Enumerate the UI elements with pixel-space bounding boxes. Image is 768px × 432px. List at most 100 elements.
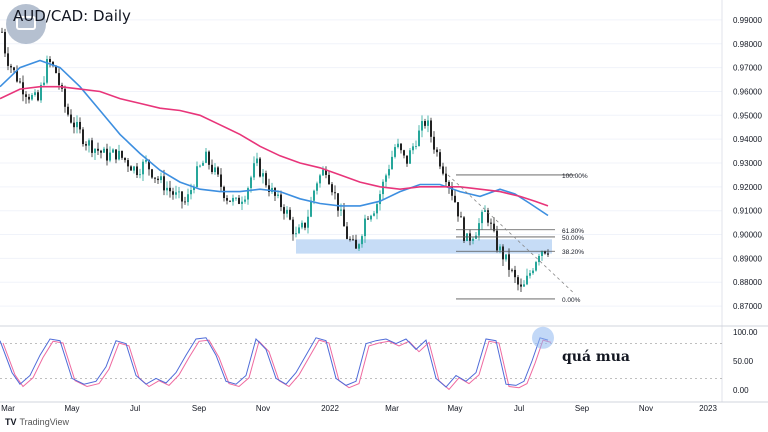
- candle-body: [136, 166, 138, 176]
- ma-fast-line: [0, 59, 549, 217]
- candle-body: [289, 209, 291, 220]
- candle-body: [145, 159, 147, 162]
- candle-body: [403, 150, 405, 156]
- fibonacci-layer: 100.00% 61.80%50.00% 38.20% 0.00%: [447, 173, 588, 304]
- candle-body: [52, 61, 54, 66]
- candle-body: [352, 239, 354, 241]
- time-tick-label: Mar: [1, 404, 15, 413]
- price-tick-label: 0.93000: [733, 159, 762, 168]
- candle-body: [127, 160, 129, 167]
- candle-body: [262, 173, 264, 177]
- price-tick-label: 0.92000: [733, 183, 762, 192]
- candle-body: [43, 82, 45, 85]
- candle-body: [19, 81, 21, 83]
- candle-body: [190, 190, 192, 195]
- overbought-annotation: quá mua: [562, 349, 630, 365]
- candle-body: [538, 255, 540, 263]
- candle-body: [94, 148, 96, 153]
- candle-body: [301, 222, 303, 228]
- oscillator-tick-label: 0.00: [733, 386, 749, 395]
- branding-label: TradingView: [19, 417, 70, 427]
- candle-body: [544, 251, 546, 254]
- oscillator-tick-label: 50.00: [733, 357, 754, 366]
- candle-body: [130, 166, 132, 171]
- candle-body: [244, 199, 246, 202]
- candle-body: [418, 130, 420, 147]
- support-zone: [296, 239, 552, 254]
- candle-body: [358, 244, 360, 249]
- candle-body: [79, 121, 81, 130]
- time-tick-label: Nov: [639, 404, 653, 413]
- candle-body: [457, 202, 459, 217]
- candle-body: [370, 215, 372, 220]
- moving-average-layer: [0, 59, 549, 217]
- candle-body: [316, 183, 318, 191]
- candle-body: [142, 161, 144, 175]
- candle-body: [379, 194, 381, 205]
- candle-body: [133, 166, 135, 171]
- time-tick-label: Jul: [130, 404, 140, 413]
- candle-body: [448, 182, 450, 188]
- candle-body: [40, 84, 42, 101]
- candle-body: [109, 152, 111, 161]
- candle-body: [391, 156, 393, 170]
- candle-body: [541, 251, 543, 256]
- candle-body: [361, 236, 363, 245]
- candle-body: [205, 151, 207, 163]
- candle-body: [529, 273, 531, 276]
- price-grid: [0, 19, 722, 307]
- candle-body: [295, 233, 297, 235]
- candle-body: [346, 226, 348, 239]
- branding: TV TradingView: [5, 417, 69, 427]
- candle-body: [34, 92, 36, 95]
- candle-body: [121, 150, 123, 158]
- candle-body: [118, 150, 120, 160]
- tradingview-icon: [6, 4, 46, 44]
- candle-body: [376, 204, 378, 214]
- candle-body: [283, 207, 285, 214]
- price-tick-label: 0.96000: [733, 87, 762, 96]
- candle-body: [451, 187, 453, 196]
- candle-body: [463, 217, 465, 241]
- fib-level-label: 61.80%: [562, 228, 584, 235]
- time-tick-label: 2023: [699, 404, 717, 413]
- time-tick-label: Nov: [256, 404, 270, 413]
- tradingview-logo-icon: TV: [5, 417, 17, 427]
- candle-body: [337, 193, 339, 211]
- candle-body: [37, 92, 39, 101]
- candle-body: [481, 211, 483, 224]
- candle-body: [76, 121, 78, 128]
- time-tick-label: Mar: [385, 404, 399, 413]
- price-tick-label: 0.94000: [733, 135, 762, 144]
- candle-body: [364, 218, 366, 237]
- candle-body: [115, 149, 117, 160]
- candle-body: [430, 120, 432, 137]
- candle-body: [412, 146, 414, 151]
- candle-body: [547, 253, 549, 255]
- candle-body: [526, 275, 528, 285]
- candle-body: [163, 176, 165, 191]
- candle-body: [181, 191, 183, 202]
- candle-body: [367, 218, 369, 220]
- candle-body: [160, 176, 162, 181]
- candle-body: [409, 150, 411, 164]
- candle-body: [424, 121, 426, 126]
- candle-body: [439, 152, 441, 167]
- time-tick-label: Jul: [514, 404, 524, 413]
- candle-body: [1, 31, 3, 33]
- candle-body: [64, 88, 66, 107]
- price-tick-label: 0.90000: [733, 231, 762, 240]
- candle-body: [328, 174, 330, 185]
- oscillator-tick-label: 100.00: [733, 328, 758, 337]
- candle-body: [46, 59, 48, 83]
- ma-slow-line: [0, 85, 549, 207]
- candle-body: [154, 177, 156, 179]
- candle-body: [502, 246, 504, 260]
- candle-body: [508, 254, 510, 270]
- candle-body: [169, 187, 171, 192]
- candle-body: [535, 262, 537, 271]
- price-tick-label: 0.87000: [733, 302, 762, 311]
- candle-body: [277, 194, 279, 196]
- candle-body: [82, 129, 84, 145]
